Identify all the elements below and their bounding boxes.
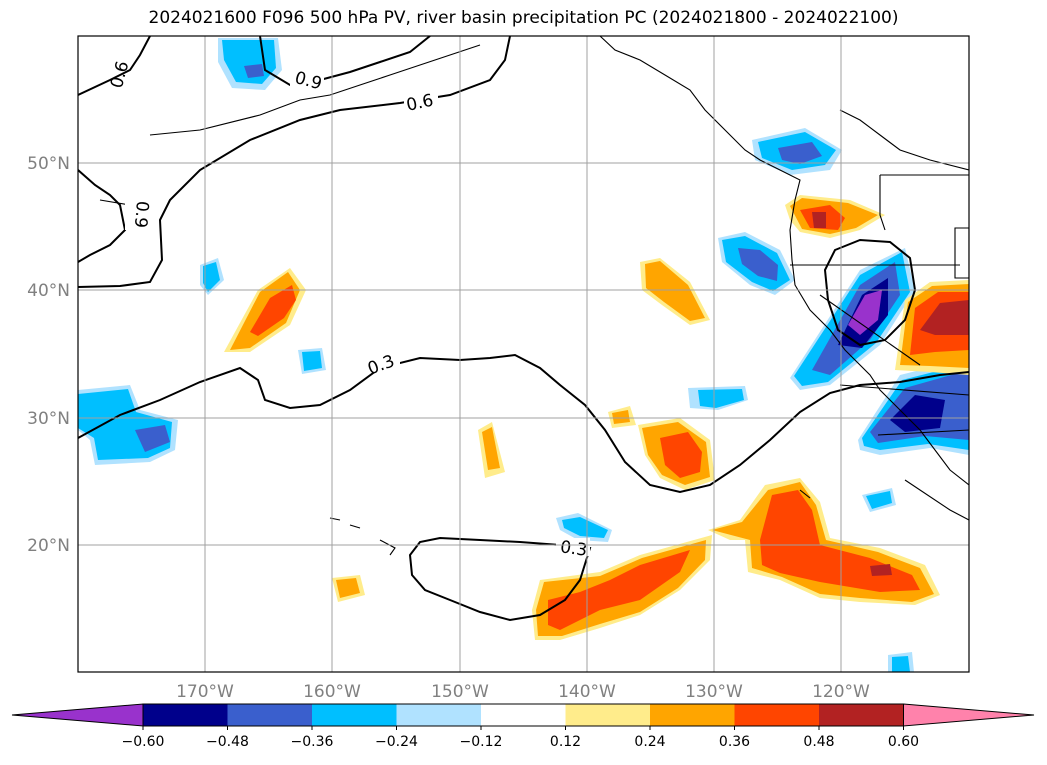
positive-precip-areas — [224, 195, 969, 640]
colorbar-segment — [396, 704, 482, 726]
map-frame — [77, 35, 970, 673]
colorbar-tick-label: 0.12 — [550, 734, 581, 750]
lon-label-140w: 140°W — [558, 682, 616, 702]
lon-label-170w: 170°W — [176, 682, 234, 702]
colorbar-tick-label: −0.60 — [122, 734, 165, 750]
colorbar-tick-label: −0.36 — [291, 734, 334, 750]
lat-label-30n: 30°N — [27, 409, 70, 429]
colorbar-extend-low — [11, 703, 144, 727]
contour-label-bg — [556, 538, 590, 556]
gridlines — [78, 36, 969, 672]
contour-label-bg — [125, 196, 143, 230]
contour-label-0-3-b: 0.3 — [559, 537, 589, 561]
contour-label-bg — [404, 92, 438, 110]
lat-label-20n: 20°N — [27, 536, 70, 556]
colorbar-segment — [481, 704, 566, 726]
colorbar-extend-high — [903, 703, 1035, 727]
colorbar-tick-label: 0.60 — [888, 734, 919, 750]
contour-label-bg — [290, 70, 324, 88]
colorbar-tick-label: 0.36 — [719, 734, 750, 750]
colorbar-frame — [142, 703, 904, 727]
lon-label-160w: 160°W — [303, 682, 361, 702]
colorbar-segment — [734, 704, 820, 726]
lon-label-150w: 150°W — [431, 682, 489, 702]
colorbar-tick-label: −0.24 — [375, 734, 418, 750]
colorbar: −0.60 −0.48 −0.36 −0.24 −0.12 0.12 0.24 0.36 0.4… — [11, 703, 1035, 750]
pv-contours — [78, 36, 969, 622]
lat-label-50n: 50°N — [27, 154, 70, 174]
colorbar-segment — [565, 704, 651, 726]
colorbar-segment — [143, 704, 228, 726]
lat-label-40n: 40°N — [27, 281, 70, 301]
lon-label-120w: 120°W — [812, 682, 870, 702]
lon-label-130w: 130°W — [685, 682, 743, 702]
colorbar-segment — [227, 704, 313, 726]
colorbar-segment — [312, 704, 397, 726]
contour-label-0-9-b: 0.9 — [130, 200, 152, 229]
colorbar-segment — [650, 704, 735, 726]
colorbar-tick-label: −0.12 — [460, 734, 503, 750]
colorbar-segment — [819, 704, 904, 726]
contour-label-bg — [366, 354, 400, 372]
colorbar-tick-label: 0.48 — [803, 734, 834, 750]
map-title: 2024021600 F096 500 hPa PV, river basin … — [148, 8, 899, 28]
colorbar-tick-label: −0.48 — [206, 734, 249, 750]
colorbar-tick-label: 0.24 — [634, 734, 665, 750]
